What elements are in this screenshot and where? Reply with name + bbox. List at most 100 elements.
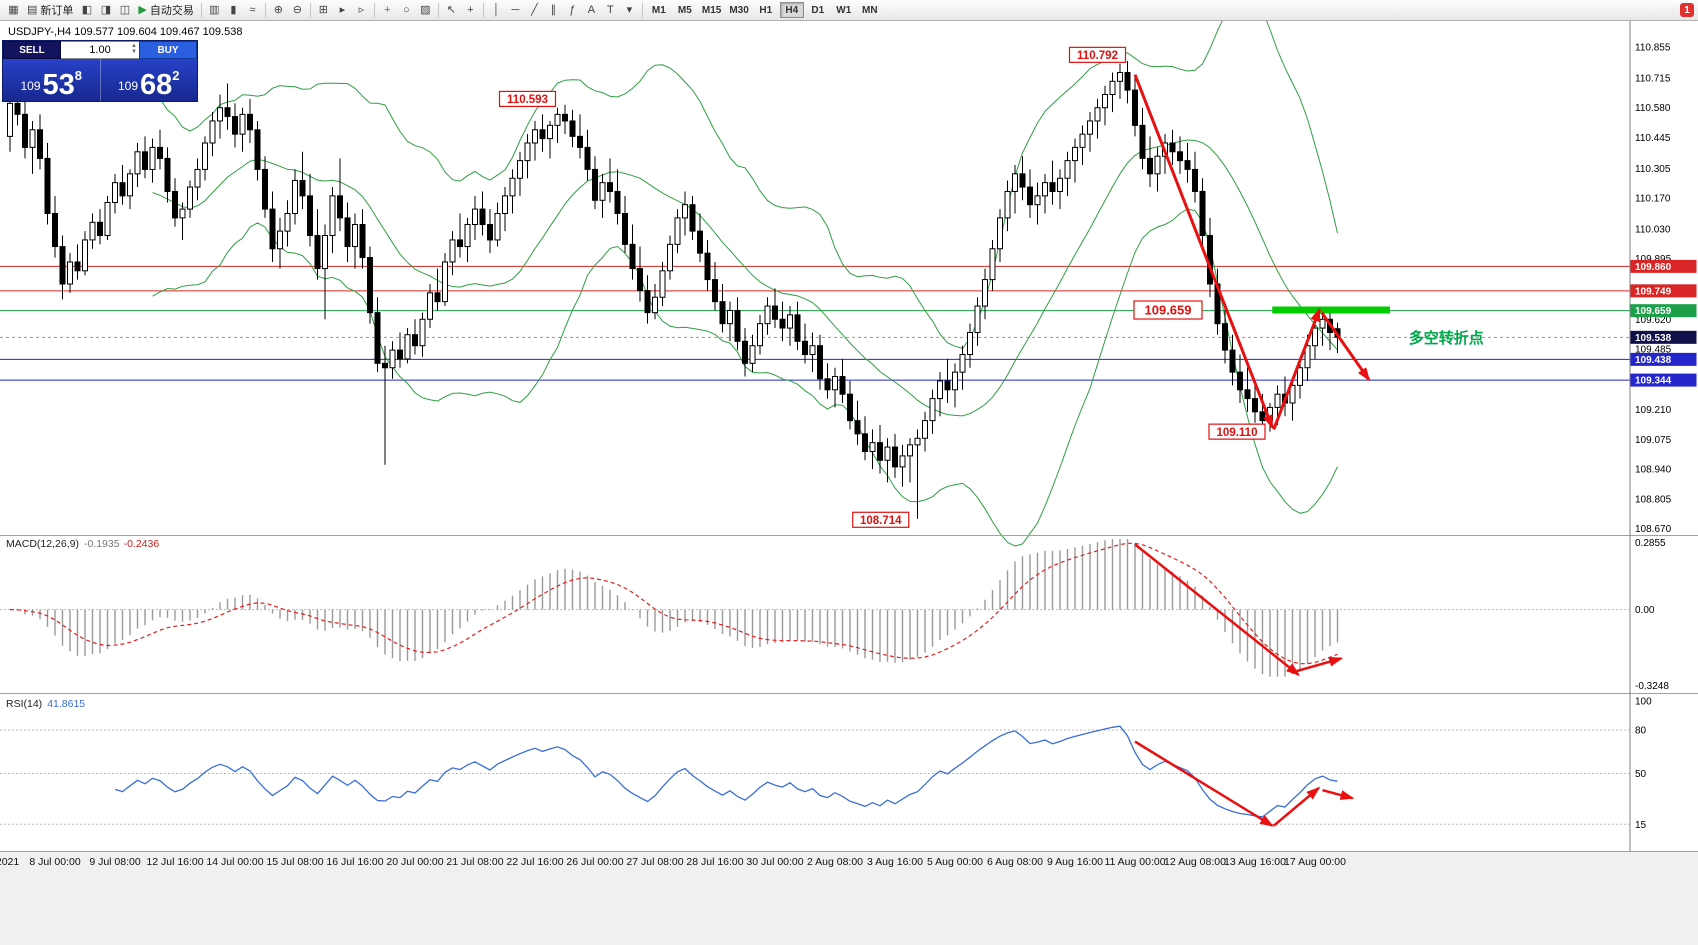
tile-windows-icon[interactable]: ⊞: [314, 2, 333, 19]
navigator-icon[interactable]: ◨: [96, 2, 115, 19]
timeframe-h1-button[interactable]: H1: [754, 2, 778, 18]
svg-text:21 Jul 08:00: 21 Jul 08:00: [446, 856, 503, 868]
equidistant-channel-icon-glyph: ∥: [550, 3, 557, 16]
svg-text:-0.3248: -0.3248: [1635, 681, 1669, 692]
toolbar: ▦ ▤ 新订单 ◧ ◨ ◫ ▶ 自动交易 ▥ ▮ ≈ ⊕ ⊖ ⊞ ▸ ▹ + ○ ▨ ↖ + │ ─ ╱ ∥ ƒ A T ▾ M1 M5 M1…: [0, 0, 1698, 21]
auto-trading-button[interactable]: ▶ 自动交易: [134, 2, 197, 19]
text-icon[interactable]: A: [582, 2, 601, 19]
svg-text:110.170: 110.170: [1635, 194, 1671, 205]
svg-text:80: 80: [1635, 726, 1647, 737]
trend-arrows[interactable]: [1133, 74, 1371, 430]
svg-text:109.538: 109.538: [1635, 333, 1672, 344]
zoom-in-icon-glyph: ⊕: [273, 3, 283, 16]
svg-text:3 Aug 16:00: 3 Aug 16:00: [867, 856, 923, 868]
timeframe-m30-button[interactable]: M30: [726, 2, 751, 18]
buy-button[interactable]: BUY: [139, 41, 197, 59]
svg-text:7 Jul 2021: 7 Jul 2021: [0, 856, 19, 868]
toolbar-separator: [482, 2, 484, 18]
toolbar-separator: [641, 2, 643, 18]
toolbar-separator: [264, 2, 266, 18]
timeframe-w1-button[interactable]: W1: [832, 2, 856, 18]
toolbar-separator: [200, 2, 202, 18]
vertical-line-icon[interactable]: │: [487, 2, 506, 19]
sell-price-pip: 8: [74, 68, 83, 83]
macd-histogram: [16, 539, 1339, 677]
zoom-in-icon[interactable]: ⊕: [269, 2, 288, 19]
indicators-add-icon-glyph: +: [384, 3, 391, 16]
lot-spinner[interactable]: ▲ ▼: [131, 43, 137, 55]
support-zone-highlight[interactable]: [1272, 306, 1390, 314]
svg-text:28 Jul 16:00: 28 Jul 16:00: [686, 856, 743, 868]
macd-arrows[interactable]: [1134, 543, 1344, 677]
buy-price-big: 68: [140, 68, 173, 101]
text-label-icon[interactable]: T: [601, 2, 620, 19]
svg-text:17 Aug 00:00: 17 Aug 00:00: [1284, 856, 1346, 868]
lot-size-value: 1.00: [89, 44, 111, 56]
cursor-icon[interactable]: ↖: [442, 2, 461, 19]
zoom-out-icon-glyph: ⊖: [292, 3, 302, 16]
timeframe-m1-button[interactable]: M1: [647, 2, 671, 18]
tile-windows-icon-glyph: ⊞: [318, 3, 328, 16]
market-watch-icon[interactable]: ◧: [77, 2, 96, 19]
indicators-add-icon[interactable]: +: [378, 2, 397, 19]
svg-text:109.210: 109.210: [1635, 405, 1672, 416]
price-axis[interactable]: 110.855 110.715 110.580 110.445 110.305 110.1…: [1630, 43, 1697, 535]
svg-text:108.940: 108.940: [1635, 465, 1672, 476]
periods-icon[interactable]: ○: [397, 2, 416, 19]
line-chart-icon[interactable]: ≈: [243, 2, 262, 19]
timeframe-mn-button[interactable]: MN: [858, 2, 882, 18]
svg-text:110.580: 110.580: [1635, 103, 1671, 114]
buy-price-pip: 2: [172, 68, 180, 83]
candlestick-chart-icon[interactable]: ▮: [224, 2, 243, 19]
navigator-icon-glyph: ◨: [100, 3, 112, 16]
buy-price[interactable]: 109 68 2: [101, 59, 198, 101]
horizontal-line-icon[interactable]: ─: [506, 2, 525, 19]
trendline-icon-glyph: ╱: [531, 3, 538, 16]
sell-price[interactable]: 109 53 8: [3, 59, 100, 101]
auto-scroll-icon[interactable]: ▸: [333, 2, 352, 19]
chart-shift-icon-glyph: ▹: [358, 3, 365, 16]
price-callout-labels[interactable]: 110.792 110.593 109.659 109.110 108.714: [498, 46, 1266, 528]
new-order-button-label: 新订单: [40, 5, 74, 17]
svg-text:30 Jul 00:00: 30 Jul 00:00: [746, 856, 803, 868]
trendline-icon[interactable]: ╱: [525, 2, 544, 19]
line-chart-icon-glyph: ≈: [249, 3, 256, 16]
equidistant-channel-icon[interactable]: ∥: [544, 2, 563, 19]
svg-text:2 Aug 08:00: 2 Aug 08:00: [807, 856, 863, 868]
sell-button[interactable]: SELL: [3, 41, 61, 59]
terminal-panel-icon[interactable]: ◫: [115, 2, 134, 19]
lot-size-field[interactable]: 1.00 ▲ ▼: [61, 41, 139, 59]
svg-text:15 Jul 08:00: 15 Jul 08:00: [266, 856, 323, 868]
rsi-arrows[interactable]: [1134, 740, 1355, 827]
chart-shift-icon[interactable]: ▹: [352, 2, 371, 19]
new-chart-icon[interactable]: ▦: [4, 2, 23, 19]
spinner-up-icon[interactable]: ▲: [131, 43, 137, 49]
timeframe-h4-button[interactable]: H4: [779, 2, 804, 18]
svg-text:110.305: 110.305: [1635, 164, 1671, 175]
new-order-button[interactable]: ▤ 新订单: [23, 2, 77, 19]
svg-text:9 Aug 16:00: 9 Aug 16:00: [1047, 856, 1103, 868]
timeframe-m15-button[interactable]: M15: [699, 2, 724, 18]
fibonacci-icon[interactable]: ƒ: [563, 2, 582, 19]
time-axis[interactable]: 7 Jul 2021 8 Jul 00:00 9 Jul 08:00 12 Jul 1…: [0, 856, 1346, 868]
zoom-out-icon[interactable]: ⊖: [288, 2, 307, 19]
auto-trading-button-label: 自动交易: [149, 5, 194, 17]
svg-text:12 Aug 08:00: 12 Aug 08:00: [1164, 856, 1226, 868]
crosshair-icon[interactable]: +: [461, 2, 480, 19]
timeframe-d1-button[interactable]: D1: [806, 2, 830, 18]
timeframe-m5-button[interactable]: M5: [673, 2, 697, 18]
svg-text:12 Jul 16:00: 12 Jul 16:00: [146, 856, 203, 868]
text-icon-glyph: A: [587, 3, 596, 16]
arrows-tool-icon[interactable]: ▾: [620, 2, 639, 19]
buy-price-prefix: 109: [117, 79, 139, 93]
bar-chart-icon[interactable]: ▥: [205, 2, 224, 19]
svg-text:108.714: 108.714: [860, 515, 902, 527]
bar-chart-icon-glyph: ▥: [209, 3, 220, 16]
svg-text:110.792: 110.792: [1077, 50, 1118, 62]
toolbar-separator: [437, 2, 439, 18]
templates-icon[interactable]: ▨: [416, 2, 435, 19]
spinner-down-icon[interactable]: ▼: [131, 49, 137, 55]
notification-badge[interactable]: 1: [1680, 3, 1694, 17]
chart-background: [0, 20, 1698, 852]
